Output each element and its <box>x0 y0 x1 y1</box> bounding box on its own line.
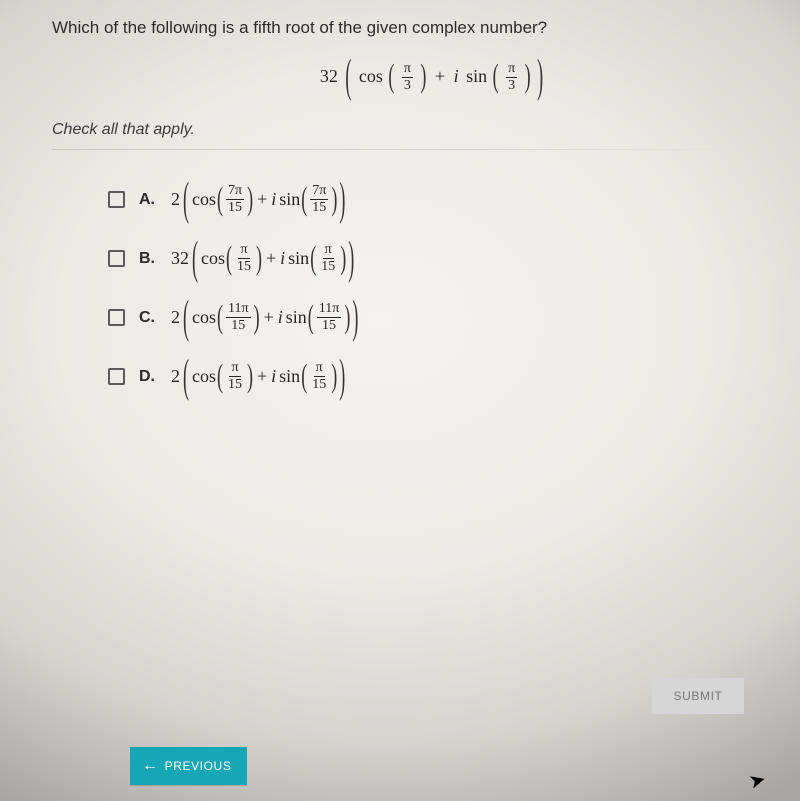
cursor-icon: ➤ <box>746 766 769 794</box>
quiz-page: Which of the following is a fifth root o… <box>0 0 800 801</box>
arrow-left-icon: ← <box>142 757 159 775</box>
option-letter: D. <box>139 368 157 386</box>
option-letter: A. <box>139 191 157 209</box>
given-coef: 32 <box>320 66 338 86</box>
bracket-open-icon: ( <box>345 49 351 104</box>
given-expression: 32 ( cos ( π 3 ) + i sin ( π 3 ) ) <box>52 62 772 93</box>
paren-close-icon: ) <box>420 57 426 95</box>
options-list: A. 2 (cos ( 7π15 )+isin ( 7π15 )) B. 32 … <box>52 184 772 392</box>
option-letter: C. <box>139 309 157 327</box>
option-letter: B. <box>139 250 157 268</box>
option-expr: 2 (cos ( π15 )+isin ( π15 )) <box>171 361 346 392</box>
checkbox-d[interactable] <box>108 368 125 385</box>
instruction-text: Check all that apply. <box>52 121 772 139</box>
bracket-close-icon: ) <box>537 49 543 104</box>
submit-button[interactable]: SUBMIT <box>652 678 744 714</box>
option-expr: 2 (cos ( 11π15 )+isin ( 11π15 )) <box>171 302 359 333</box>
option-expr: 2 (cos ( 7π15 )+isin ( 7π15 )) <box>171 184 346 215</box>
checkbox-c[interactable] <box>108 309 125 326</box>
previous-label: PREVIOUS <box>165 759 232 773</box>
option-b: B. 32 (cos ( π15 )+isin ( π15 )) <box>108 243 772 274</box>
option-expr: 32 (cos ( π15 )+isin ( π15 )) <box>171 243 355 274</box>
checkbox-b[interactable] <box>108 250 125 267</box>
question-text: Which of the following is a fifth root o… <box>52 18 772 38</box>
previous-button[interactable]: ← PREVIOUS <box>130 747 247 785</box>
paren-open-icon: ( <box>388 57 394 95</box>
option-c: C. 2 (cos ( 11π15 )+isin ( 11π15 )) <box>108 302 772 333</box>
divider <box>52 149 772 150</box>
option-d: D. 2 (cos ( π15 )+isin ( π15 )) <box>108 361 772 392</box>
option-a: A. 2 (cos ( 7π15 )+isin ( 7π15 )) <box>108 184 772 215</box>
checkbox-a[interactable] <box>108 191 125 208</box>
